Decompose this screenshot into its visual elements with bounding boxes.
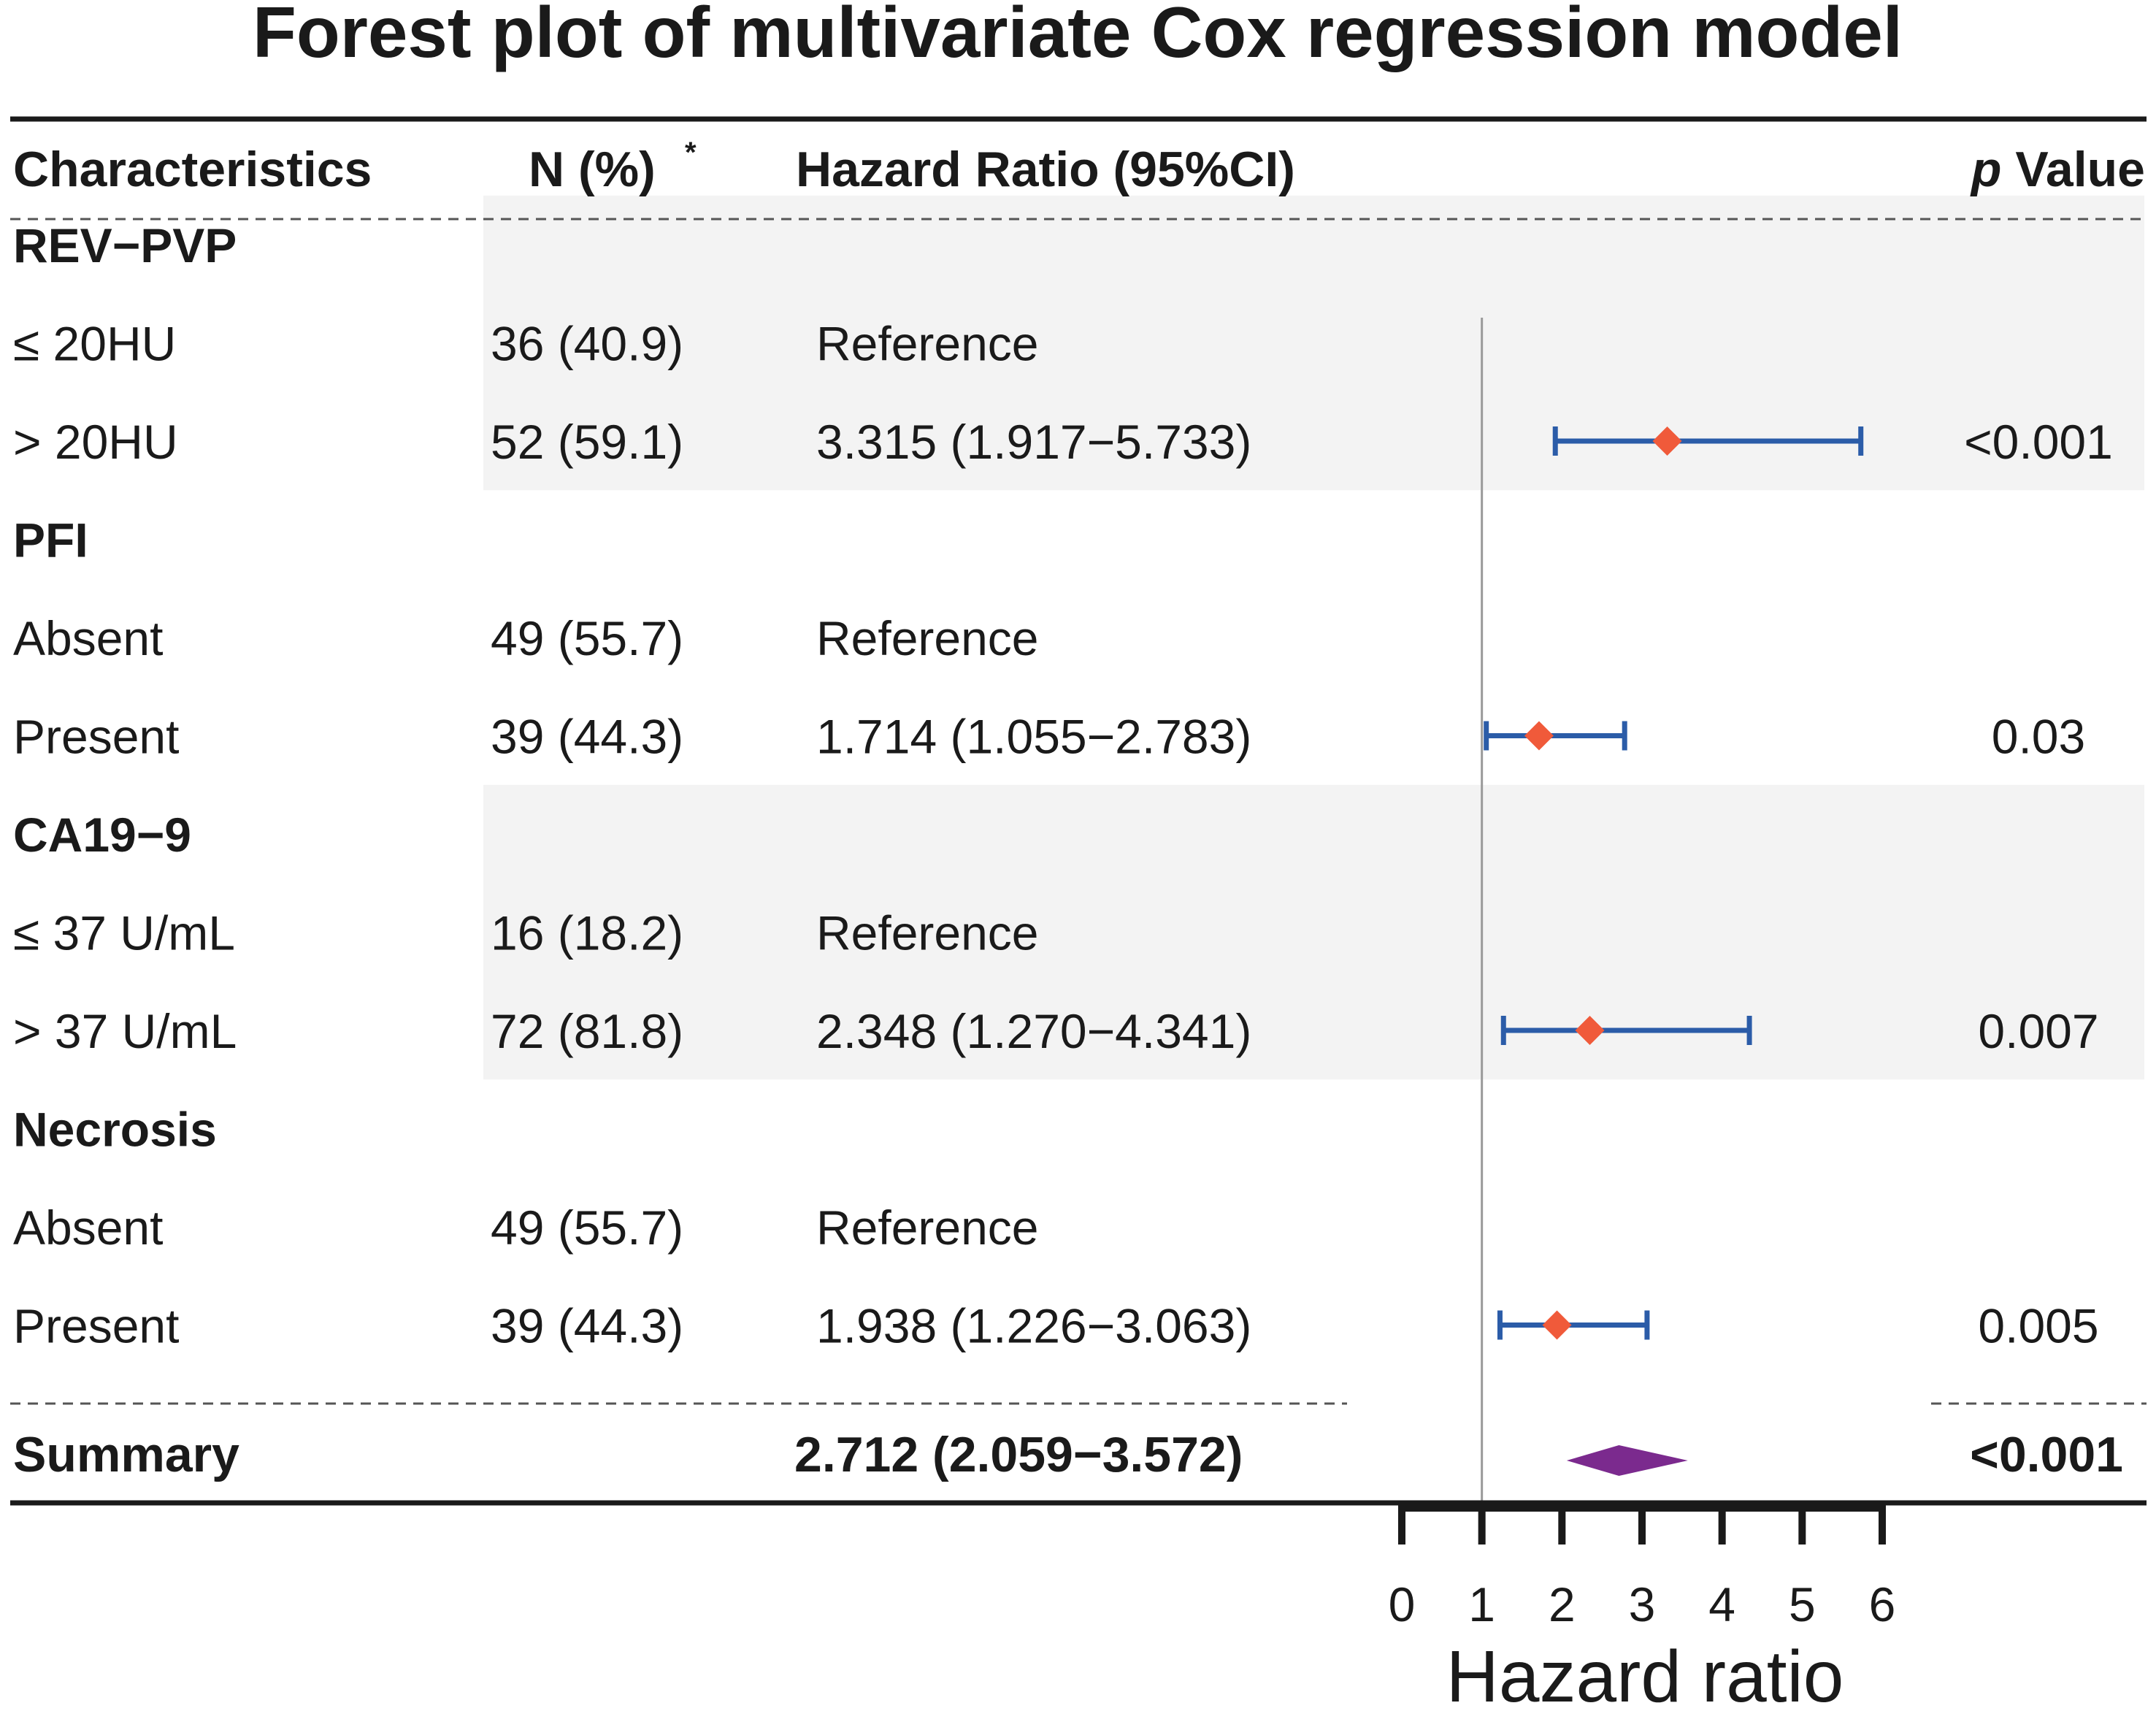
row-p-value: 0.005 [1978, 1298, 2098, 1352]
hr-point [1524, 721, 1554, 751]
row-n: 39 (44.3) [491, 1298, 683, 1352]
row-hr-text: 1.714 (1.055−2.783) [816, 709, 1251, 763]
group-label: PFI [13, 513, 88, 567]
header-p-value: p Value [1970, 142, 2145, 197]
group-label: CA19−9 [13, 808, 191, 862]
row-n: 49 (55.7) [491, 1201, 683, 1255]
row-label: > 37 U/mL [13, 1004, 237, 1058]
row-hr-text: Reference [816, 316, 1039, 370]
shaded-band [483, 784, 2144, 1080]
row-label: Absent [13, 1201, 163, 1255]
shaded-band [483, 195, 2144, 491]
row-n: 39 (44.3) [491, 709, 683, 763]
row-label: > 20HU [13, 415, 178, 469]
group-label: Necrosis [13, 1102, 217, 1156]
row-n: 16 (18.2) [491, 906, 683, 960]
header-characteristics: Characteristics [13, 142, 372, 197]
row-n: 36 (40.9) [491, 316, 683, 370]
x-tick-label: 1 [1468, 1577, 1495, 1631]
row-n: 49 (55.7) [491, 611, 683, 665]
row-label: ≤ 20HU [13, 316, 176, 370]
row-hr-text: Reference [816, 906, 1039, 960]
row-n: 52 (59.1) [491, 415, 683, 469]
summary-p: <0.001 [1970, 1427, 2123, 1482]
row-hr-text: 3.315 (1.917−5.733) [816, 415, 1251, 469]
row-p-value: 0.03 [1992, 709, 2085, 763]
row-hr-text: Reference [816, 1201, 1039, 1255]
x-tick-label: 4 [1708, 1577, 1735, 1631]
header-p-italic: p [1970, 142, 2002, 197]
header-n: N (%) [529, 142, 656, 197]
row-hr-text: 2.348 (1.270−4.341) [816, 1004, 1251, 1058]
header-p-rest: Value [2001, 142, 2145, 197]
row-hr-text: Reference [816, 611, 1039, 665]
x-axis-label: Hazard ratio [1446, 1636, 1844, 1711]
x-tick-label: 6 [1869, 1577, 1896, 1631]
row-label: Absent [13, 611, 163, 665]
x-tick-label: 2 [1549, 1577, 1576, 1631]
ci-marks [1484, 426, 1864, 1340]
row-hr-text: 1.938 (1.226−3.063) [816, 1298, 1251, 1352]
row-p-value: <0.001 [1964, 415, 2113, 469]
x-tick-label: 0 [1389, 1577, 1416, 1631]
x-tick-label: 3 [1629, 1577, 1656, 1631]
row-n: 72 (81.8) [491, 1004, 683, 1058]
row-label: ≤ 37 U/mL [13, 906, 235, 960]
header-hr: Hazard Ratio (95%CI) [796, 142, 1295, 197]
summary-diamond [1566, 1445, 1688, 1476]
hr-point [1542, 1310, 1572, 1340]
row-label: Present [13, 1298, 179, 1352]
row-p-value: 0.007 [1978, 1004, 2098, 1058]
table-rows: REV−PVP ≤ 20HU 36 (40.9) Reference > 20HU 52 … [13, 218, 2113, 1353]
hr-point [1652, 426, 1682, 456]
chart-title: Forest plot of multivariate Cox regressi… [253, 0, 1903, 72]
row-label: Present [13, 709, 179, 763]
hr-point [1575, 1016, 1605, 1045]
summary-label: Summary [13, 1427, 239, 1482]
summary-hr-text: 2.712 (2.059−3.572) [794, 1427, 1243, 1482]
header-n-marker: * [685, 137, 697, 169]
group-label: REV−PVP [13, 218, 237, 272]
x-tick-label: 5 [1789, 1577, 1816, 1631]
shaded-bands [483, 195, 2144, 1080]
